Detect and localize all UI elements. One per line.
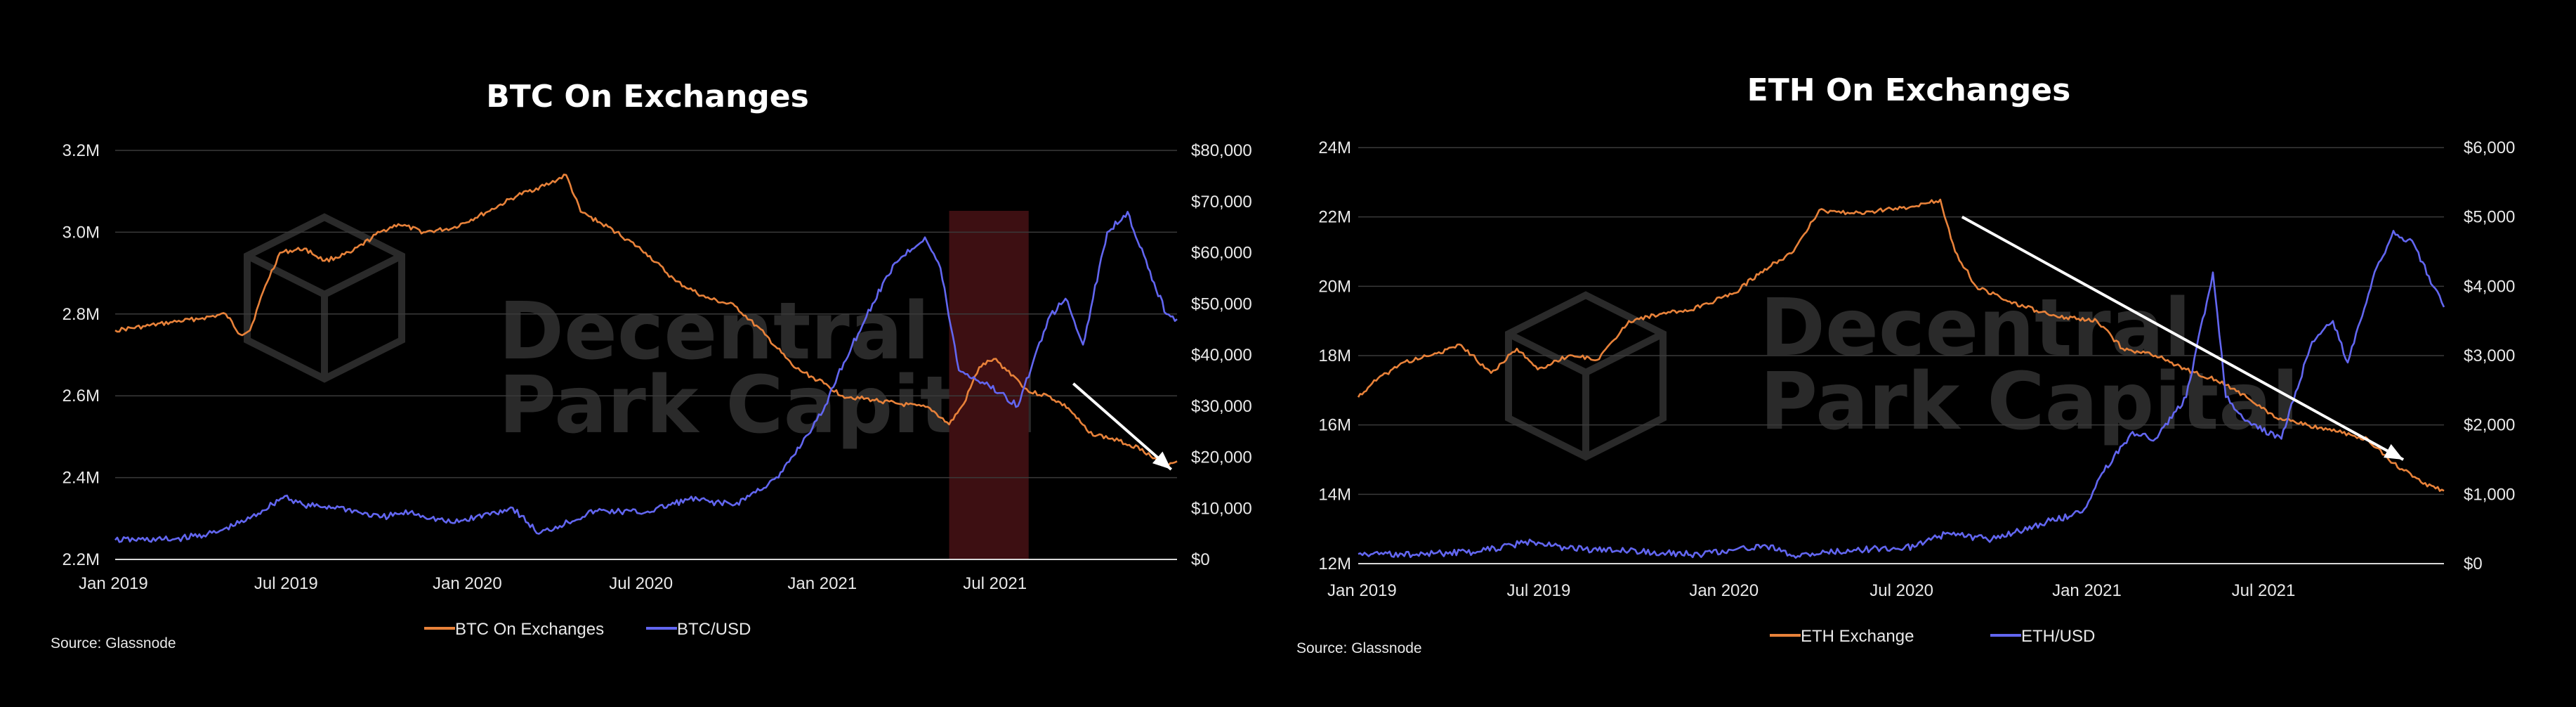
source-note: Source: Glassnode xyxy=(51,635,176,651)
y-tick-left: 24M xyxy=(1318,138,1351,157)
y-tick-left: 2.4M xyxy=(63,469,100,488)
chart-title: ETH On Exchanges xyxy=(1747,72,2071,108)
watermark-line1: Decentral xyxy=(499,286,930,377)
y-tick-left: 12M xyxy=(1318,554,1351,573)
legend-label-orange: ETH Exchange xyxy=(1801,627,1914,646)
series-lines xyxy=(114,174,1178,543)
arrow-shaft xyxy=(1072,382,1173,471)
x-tick: Jan 2021 xyxy=(2052,581,2122,600)
x-tick: Jan 2019 xyxy=(79,574,148,593)
y-tick-right: $30,000 xyxy=(1191,397,1252,416)
eth-chart-svg: Decentral Park Capital 12M 14M 16M 18M 20M 22… xyxy=(1296,72,2515,656)
x-tick: Jul 2020 xyxy=(1869,581,1933,600)
x-tick: Jan 2021 xyxy=(787,574,857,593)
gridlines xyxy=(1358,147,2444,564)
arrow-shaft xyxy=(1961,215,2405,461)
y-tick-right: $0 xyxy=(1191,550,1210,569)
series-line-orange xyxy=(114,174,1178,467)
arrow-head xyxy=(1152,451,1171,469)
y-axis-left-labels: 2.2M 2.4M 2.6M 2.8M 3.0M 3.2M xyxy=(63,141,100,569)
x-tick: Jul 2019 xyxy=(1507,581,1571,600)
y-tick-left: 16M xyxy=(1318,416,1351,435)
eth-chart-panel: Decentral Park Capital 12M 14M 16M 18M 20M 22… xyxy=(1288,0,2576,707)
y-tick-right: $3,000 xyxy=(2464,346,2515,365)
legend-label-blue: ETH/USD xyxy=(2021,627,2095,646)
watermark-cube-icon xyxy=(1505,291,1667,461)
x-tick: Jan 2020 xyxy=(433,574,502,593)
series-line-orange xyxy=(1357,198,2445,492)
x-tick: Jul 2021 xyxy=(2232,581,2296,600)
y-tick-right: $4,000 xyxy=(2464,277,2515,296)
y-tick-right: $40,000 xyxy=(1191,346,1252,365)
y-tick-left: 22M xyxy=(1318,208,1351,227)
btc-chart-svg: Decentral Park Capital 2.2M 2.4M 2.6M 2.8M 3… xyxy=(51,79,1252,651)
x-tick: Jan 2020 xyxy=(1689,581,1759,600)
y-tick-right: $60,000 xyxy=(1191,244,1252,263)
y-tick-right: $80,000 xyxy=(1191,141,1252,160)
y-tick-left: 3.0M xyxy=(63,223,100,242)
y-tick-left: 3.2M xyxy=(63,141,100,160)
x-tick: Jul 2020 xyxy=(609,574,673,593)
y-tick-left: 2.6M xyxy=(63,387,100,406)
y-axis-right-labels: $0 $1,000 $2,000 $3,000 $4,000 $5,000 $6,000 xyxy=(2464,138,2515,573)
trend-arrow xyxy=(1961,215,2405,461)
y-tick-right: $10,000 xyxy=(1191,499,1252,518)
x-tick: Jul 2021 xyxy=(963,574,1027,593)
y-tick-right: $20,000 xyxy=(1191,448,1252,467)
watermark-line2: Park Capital xyxy=(499,360,1037,451)
y-tick-right: $0 xyxy=(2464,554,2483,573)
series-line-blue xyxy=(1358,230,2445,559)
gridlines xyxy=(115,150,1177,560)
y-tick-right: $5,000 xyxy=(2464,208,2515,227)
watermark-cube-icon xyxy=(244,213,405,383)
legend-label-orange: BTC On Exchanges xyxy=(455,620,604,639)
y-tick-left: 20M xyxy=(1318,277,1351,296)
y-tick-right: $1,000 xyxy=(2464,485,2515,504)
legend: ETH Exchange ETH/USD xyxy=(1770,627,2095,646)
x-axis-labels: Jan 2019 Jul 2019 Jan 2020 Jul 2020 Jan 2021… xyxy=(79,574,1027,593)
series-lines xyxy=(1357,198,2445,559)
y-tick-left: 14M xyxy=(1318,485,1351,504)
x-axis-labels: Jan 2019 Jul 2019 Jan 2020 Jul 2020 Jan 2021… xyxy=(1327,581,2295,600)
x-tick: Jan 2019 xyxy=(1327,581,1397,600)
y-tick-left: 18M xyxy=(1318,346,1351,365)
y-tick-right: $70,000 xyxy=(1191,193,1252,212)
y-tick-right: $6,000 xyxy=(2464,138,2515,157)
chart-title: BTC On Exchanges xyxy=(486,79,809,115)
trend-arrow xyxy=(1072,382,1173,471)
y-axis-right-labels: $0 $10,000 $20,000 $30,000 $40,000 $50,000 $60… xyxy=(1191,141,1252,569)
series-line-blue xyxy=(114,210,1178,543)
watermark: Decentral Park Capital xyxy=(1505,283,2299,461)
y-tick-right: $2,000 xyxy=(2464,416,2515,435)
watermark: Decentral Park Capital xyxy=(244,213,1037,451)
btc-chart-panel: Decentral Park Capital 2.2M 2.4M 2.6M 2.8M 3… xyxy=(51,79,1252,651)
legend-label-blue: BTC/USD xyxy=(677,620,751,639)
y-tick-right: $50,000 xyxy=(1191,294,1252,313)
arrow-head xyxy=(2384,443,2404,460)
x-tick: Jul 2019 xyxy=(254,574,318,593)
watermark-line2: Park Capital xyxy=(1760,356,2299,448)
legend: BTC On Exchanges BTC/USD xyxy=(424,620,751,639)
source-note: Source: Glassnode xyxy=(1296,640,1422,656)
y-tick-left: 2.8M xyxy=(63,305,100,324)
y-tick-left: 2.2M xyxy=(63,550,100,569)
watermark-line1: Decentral xyxy=(1760,283,2191,374)
y-axis-left-labels: 12M 14M 16M 18M 20M 22M 24M xyxy=(1318,138,1351,573)
